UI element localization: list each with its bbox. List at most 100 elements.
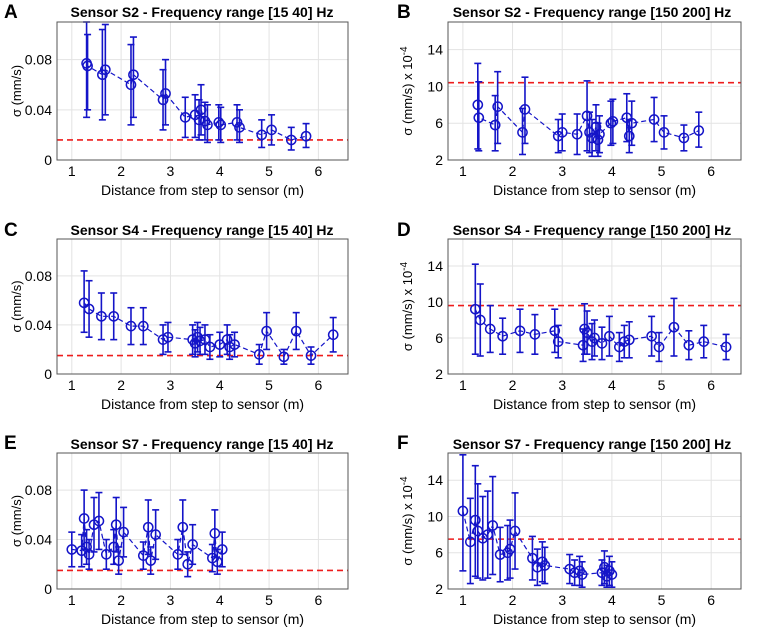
data-point [214,339,226,350]
panel-label: B [397,2,411,23]
y-axis-label: σ (mm/s) x 10-4 [399,46,415,136]
y-axis-label-main: σ (mm/s) x 10 [400,485,415,565]
x-tick-label: 6 [315,163,323,179]
data-point [229,339,240,350]
x-tick-label: 1 [68,377,76,393]
x-tick-label: 4 [216,163,224,179]
data-point [529,329,541,340]
y-tick-label: 0 [44,152,52,168]
data-point [653,341,665,353]
panel-label: D [397,220,411,241]
panel-title: Sensor S7 - Frequency range [150 200] Hz [453,436,732,452]
data-point [519,104,531,115]
data-point [118,526,129,538]
panel-title: Sensor S4 - Frequency range [150 200] Hz [453,222,732,238]
y-tick-label: 14 [427,258,443,274]
data-point [96,310,107,322]
data-point [698,336,710,347]
x-tick-label: 2 [509,592,517,608]
data-point [494,549,506,560]
x-tick-label: 5 [265,163,273,179]
plot-frame [56,238,349,375]
x-tick-label: 6 [315,377,323,393]
x-tick-label: 2 [117,592,125,608]
data-point [204,341,216,353]
data-point [623,130,635,142]
data-point [589,332,600,344]
panel-label: E [4,433,17,454]
data-point [202,119,213,131]
data-point [150,529,161,540]
plot-frame [56,21,349,161]
data-point [626,117,638,129]
data-point [193,114,205,126]
data-point [457,505,469,517]
data-point [125,320,137,332]
data-point [658,127,670,138]
series-line [477,104,700,140]
panel-label: A [4,2,18,23]
data-point [93,515,105,527]
data-point [160,88,171,99]
panel-label: C [4,220,18,241]
data-point [125,79,137,91]
x-tick-label: 1 [459,592,467,608]
data-point [720,341,732,353]
y-axis-label: σ (mm/s) x 10-4 [399,476,415,566]
data-point [216,544,228,555]
y-axis-label-exponent: -4 [399,476,410,485]
data-point [472,99,484,111]
data-point [300,130,312,142]
data-point [305,350,317,361]
data-point [231,117,243,128]
data-point [128,69,139,81]
y-tick-label: 0 [44,581,52,597]
y-tick-label: 14 [427,472,443,488]
plot-area [57,239,348,374]
data-point [66,544,78,555]
plot-area [448,22,741,160]
x-tick-label: 4 [216,377,224,393]
x-tick-label: 4 [608,163,616,179]
y-tick-label: 2 [435,152,443,168]
x-axis-label: Distance from step to sensor (m) [493,182,696,198]
data-point [83,303,95,315]
x-axis-label: Distance from step to sensor (m) [493,611,696,627]
data-point [594,128,605,140]
data-point [489,119,501,131]
y-axis-label-main: σ (mm/s) [9,495,24,547]
y-tick-label: 0.08 [25,482,52,498]
panel-title: Sensor S2 - Frequency range [150 200] Hz [453,4,732,20]
data-point [157,94,169,106]
x-tick-label: 4 [608,592,616,608]
data-point [678,132,690,144]
y-tick-label: 10 [427,508,443,524]
data-point [492,101,504,112]
x-tick-label: 2 [509,163,517,179]
y-tick-label: 6 [435,330,443,346]
x-axis-label: Distance from step to sensor (m) [101,611,304,627]
data-point [473,112,485,124]
y-tick-label: 10 [427,294,443,310]
plot-frame [447,238,742,375]
data-point [209,528,221,539]
data-point [142,521,154,533]
data-point [517,127,528,138]
y-tick-label: 0 [44,366,52,382]
data-point [487,520,499,531]
y-tick-label: 0.04 [25,317,52,333]
y-axis-label: σ (mm/s) x 10-4 [399,261,415,351]
x-axis-label: Distance from step to sensor (m) [101,182,304,198]
x-tick-label: 5 [265,592,273,608]
y-tick-label: 14 [427,42,443,58]
data-point [604,330,615,342]
data-point [187,539,198,550]
data-point [509,525,521,537]
x-tick-label: 1 [68,163,76,179]
data-point [82,60,93,72]
data-point [623,334,635,346]
data-point [100,549,112,560]
data-point [327,329,339,341]
